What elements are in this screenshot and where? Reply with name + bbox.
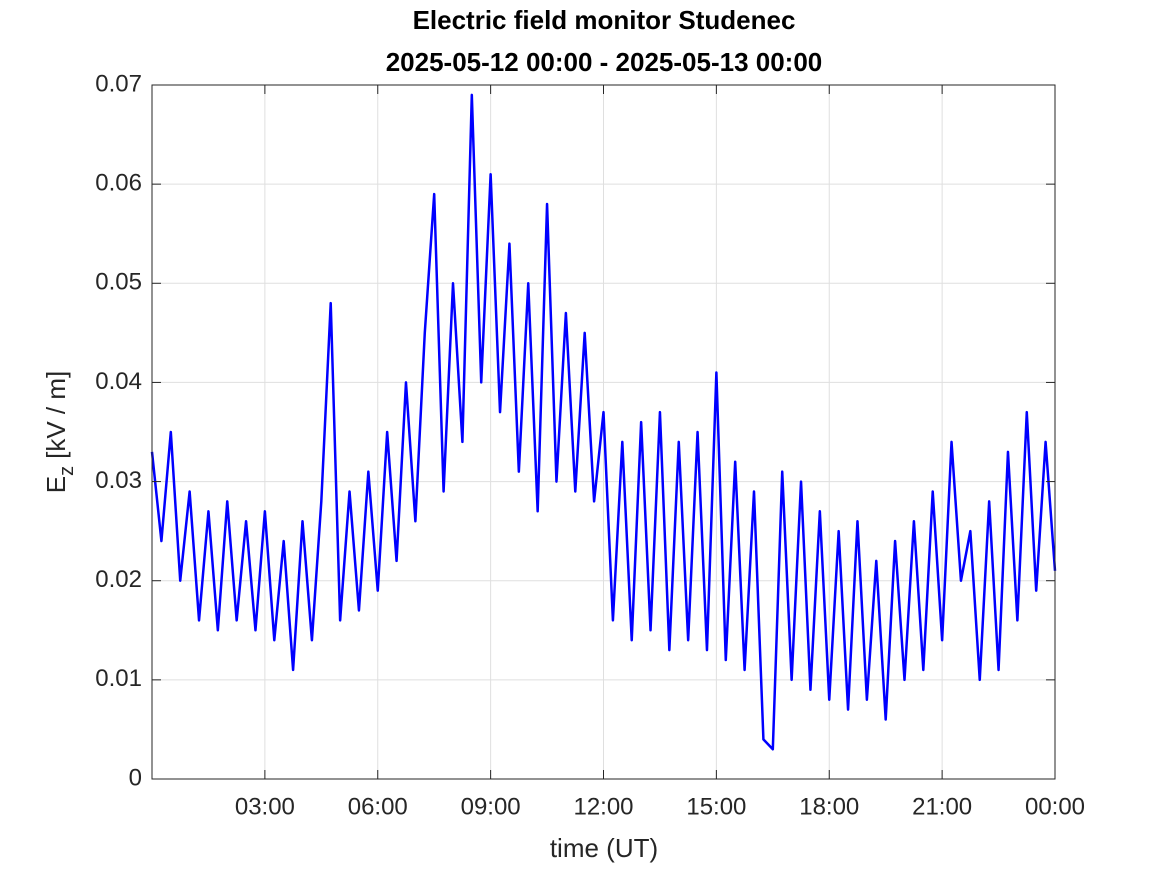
y-tick-label: 0.01 [95, 665, 142, 692]
y-tick-label: 0.07 [95, 70, 142, 97]
y-label-base: E [41, 476, 71, 493]
y-tick-label: 0.03 [95, 467, 142, 494]
y-tick-label: 0.06 [95, 169, 142, 196]
y-tick-label: 0.02 [95, 566, 142, 593]
y-label-sub: z [56, 466, 78, 476]
x-tick-label: 18:00 [799, 793, 859, 820]
x-tick-label: 12:00 [573, 793, 633, 820]
x-tick-label: 09:00 [461, 793, 521, 820]
y-tick-label: 0.05 [95, 269, 142, 296]
chart-title: Electric field monitor Studenec [413, 5, 796, 35]
x-tick-label: 00:00 [1025, 793, 1085, 820]
y-label-unit: [kV / m] [41, 371, 71, 459]
y-tick-label: 0 [129, 764, 142, 791]
x-tick-label: 06:00 [348, 793, 408, 820]
y-tick-label: 0.04 [95, 368, 142, 395]
x-tick-label: 15:00 [686, 793, 746, 820]
x-tick-label: 21:00 [912, 793, 972, 820]
chart-subtitle: 2025-05-12 00:00 - 2025-05-13 00:00 [386, 47, 823, 77]
x-tick-label: 03:00 [235, 793, 295, 820]
x-axis-label: time (UT) [550, 833, 658, 863]
y-axis-label: Ez [kV / m] [41, 371, 78, 493]
data-line [150, 93, 1057, 751]
